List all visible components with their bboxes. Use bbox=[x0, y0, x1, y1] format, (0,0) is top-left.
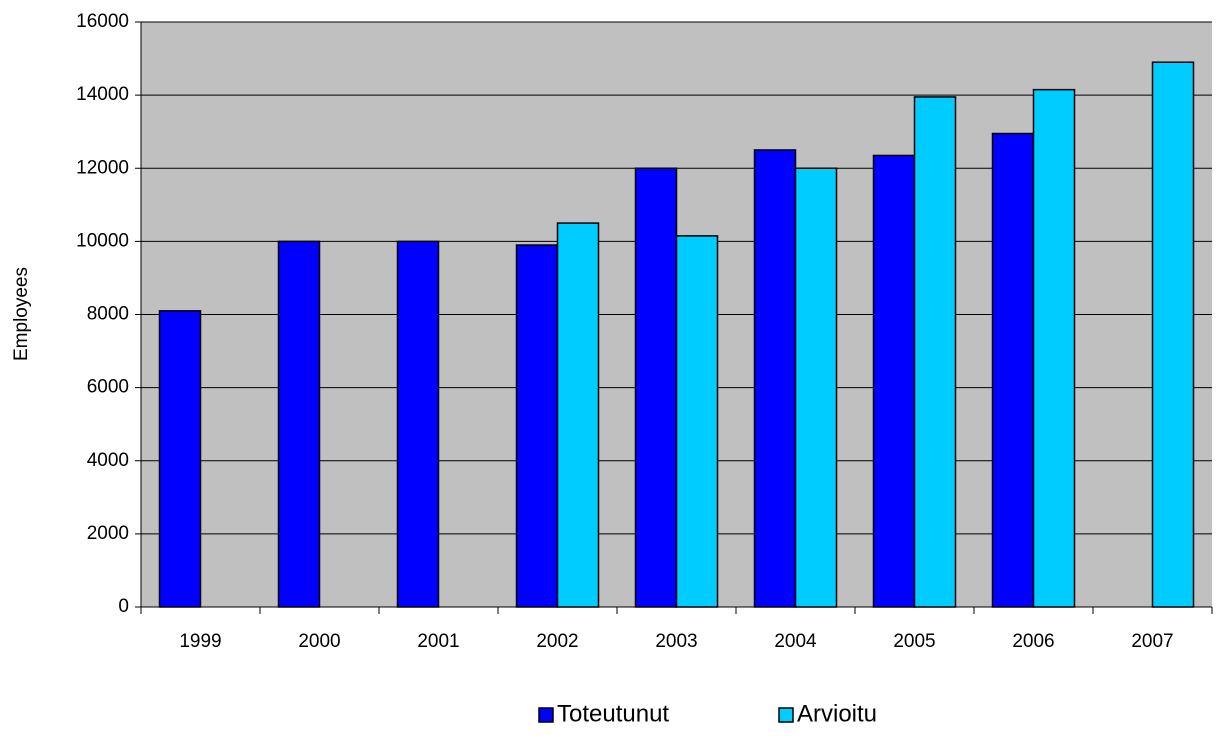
legend-label: Toteutunut bbox=[557, 700, 669, 727]
bar bbox=[1151, 61, 1195, 608]
x-tick-label: 2005 bbox=[893, 631, 935, 652]
bar bbox=[556, 222, 600, 608]
x-tick-label: 2003 bbox=[655, 631, 697, 652]
bar bbox=[991, 132, 1035, 608]
x-tick-label: 2001 bbox=[417, 631, 459, 652]
y-tick-label: 8000 bbox=[87, 304, 129, 325]
y-tick-label: 14000 bbox=[76, 84, 129, 105]
bar bbox=[675, 235, 719, 608]
x-tick-label: 2002 bbox=[536, 631, 578, 652]
x-tick-label: 1999 bbox=[179, 631, 221, 652]
legend-swatch bbox=[538, 707, 554, 723]
y-tick-label: 0 bbox=[118, 596, 129, 617]
bar bbox=[277, 240, 321, 608]
bar bbox=[872, 154, 916, 608]
y-tick-label: 10000 bbox=[76, 230, 129, 251]
y-tick-label: 4000 bbox=[87, 450, 129, 471]
x-tick-label: 2006 bbox=[1012, 631, 1054, 652]
bar bbox=[794, 167, 838, 608]
y-tick-label: 16000 bbox=[76, 11, 129, 32]
x-tick-label: 2000 bbox=[298, 631, 340, 652]
y-tick-label: 12000 bbox=[76, 157, 129, 178]
bar bbox=[158, 310, 202, 608]
x-tick-label: 2007 bbox=[1131, 631, 1173, 652]
bar bbox=[1032, 88, 1076, 608]
bar bbox=[634, 167, 678, 608]
y-axis-label: Employees bbox=[11, 267, 32, 361]
bar bbox=[913, 96, 957, 608]
bar bbox=[515, 244, 559, 608]
bar bbox=[396, 240, 440, 608]
x-tick-label: 2004 bbox=[774, 631, 817, 652]
y-tick-label: 2000 bbox=[87, 523, 129, 544]
legend-swatch bbox=[778, 707, 794, 723]
y-tick-label: 6000 bbox=[87, 377, 129, 398]
bar bbox=[753, 149, 797, 608]
legend-label: Arvioitu bbox=[797, 700, 877, 727]
